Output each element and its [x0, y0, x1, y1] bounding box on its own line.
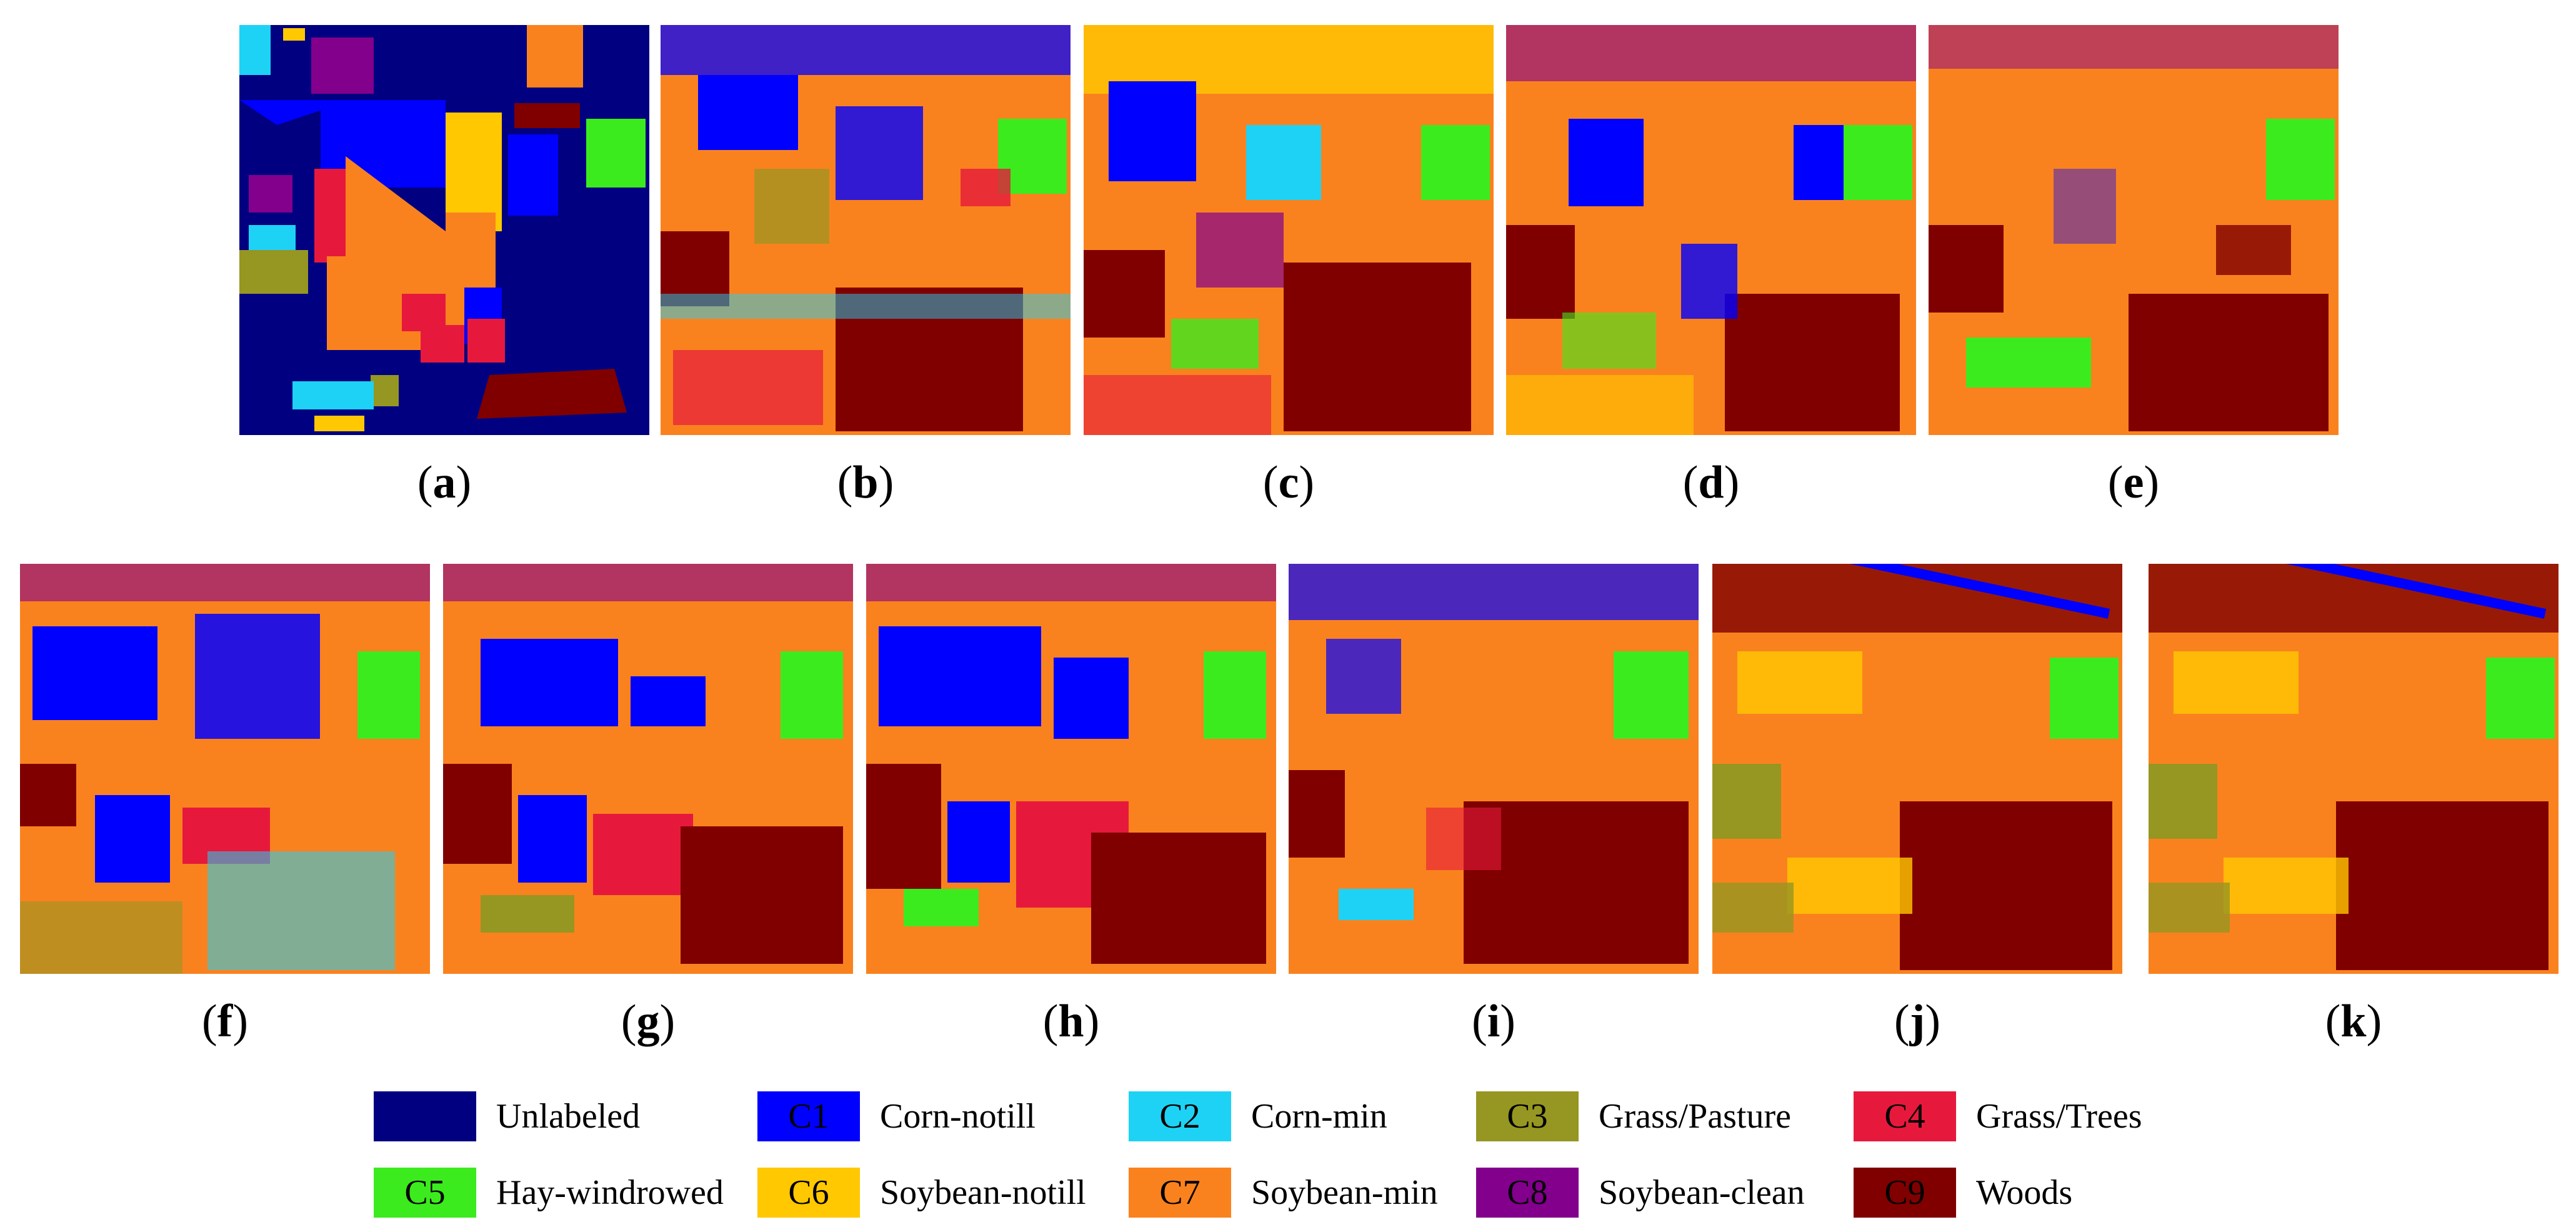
legend-label: Hay-windrowed — [496, 1173, 724, 1212]
ground-truth-map-a — [239, 25, 649, 435]
caption-e: (e) — [2107, 457, 2160, 508]
caption-c: (c) — [1262, 457, 1315, 508]
classification-map-image — [20, 564, 430, 974]
caption-letter: a — [432, 457, 456, 508]
legend-code: C3 — [1507, 1097, 1548, 1136]
legend-swatch: C9 — [1854, 1168, 1956, 1218]
legend-label: Corn-min — [1251, 1097, 1387, 1136]
legend-swatch: C1 — [757, 1091, 860, 1141]
classification-map-f — [20, 564, 430, 974]
legend-swatch — [374, 1091, 476, 1141]
classification-map-b — [661, 25, 1071, 435]
legend-code: C9 — [1884, 1173, 1925, 1212]
caption-letter: f — [217, 996, 233, 1047]
legend-label: Grass/Pasture — [1599, 1097, 1791, 1136]
caption-letter: j — [1909, 996, 1925, 1047]
classification-map-image — [1712, 564, 2122, 974]
legend-swatch: C3 — [1476, 1091, 1579, 1141]
classification-map-h — [866, 564, 1276, 974]
caption-letter: d — [1698, 457, 1724, 508]
legend-label: Soybean-notill — [880, 1173, 1086, 1212]
legend-code: C2 — [1159, 1097, 1201, 1136]
legend-swatch: C8 — [1476, 1168, 1579, 1218]
legend-code: C6 — [788, 1173, 829, 1212]
classification-map-image — [1929, 25, 2339, 435]
classification-map-e — [1929, 25, 2339, 435]
classification-map-image — [1289, 564, 1699, 974]
classification-map-image — [866, 564, 1276, 974]
caption-letter: h — [1058, 996, 1084, 1047]
classification-map-k — [2149, 564, 2559, 974]
classification-map-g — [443, 564, 853, 974]
legend-label: Woods — [1976, 1173, 2073, 1212]
legend-label: Corn-notill — [880, 1097, 1036, 1136]
caption-i: (i) — [1472, 996, 1515, 1047]
classification-map-c — [1084, 25, 1494, 435]
legend-label: Soybean-min — [1251, 1173, 1438, 1212]
caption-j: (j) — [1894, 996, 1940, 1047]
caption-letter: k — [2340, 996, 2367, 1047]
legend-label: Unlabeled — [496, 1097, 641, 1136]
caption-k: (k) — [2325, 996, 2382, 1047]
classification-map-i — [1289, 564, 1699, 974]
classification-map-image — [1506, 25, 1916, 435]
legend-code: C4 — [1884, 1097, 1925, 1136]
ground-truth-map-image — [239, 25, 649, 435]
caption-h: (h) — [1042, 996, 1100, 1047]
legend-code: C8 — [1507, 1173, 1548, 1212]
classification-map-image — [661, 25, 1071, 435]
legend-swatch: C5 — [374, 1168, 476, 1218]
classification-map-d — [1506, 25, 1916, 435]
legend-label: Soybean-clean — [1599, 1173, 1805, 1212]
caption-b: (b) — [837, 457, 894, 508]
classification-map-image — [2149, 564, 2559, 974]
legend-swatch: C4 — [1854, 1091, 1956, 1141]
caption-letter: g — [636, 996, 660, 1047]
legend-swatch: C7 — [1129, 1168, 1231, 1218]
caption-letter: c — [1278, 457, 1299, 508]
legend-label: Grass/Trees — [1976, 1097, 2142, 1136]
caption-f: (f) — [202, 996, 248, 1047]
legend-code: C7 — [1159, 1173, 1201, 1212]
caption-letter: e — [2123, 457, 2144, 508]
classification-map-image — [443, 564, 853, 974]
legend-swatch: C2 — [1129, 1091, 1231, 1141]
caption-d: (d) — [1682, 457, 1740, 508]
caption-letter: b — [852, 457, 879, 508]
caption-letter: i — [1487, 996, 1500, 1047]
legend-code: C5 — [404, 1173, 446, 1212]
caption-g: (g) — [621, 996, 676, 1047]
caption-a: (a) — [417, 457, 472, 508]
legend-code: C1 — [788, 1097, 829, 1136]
classification-map-image — [1084, 25, 1494, 435]
legend-swatch: C6 — [757, 1168, 860, 1218]
classification-map-j — [1712, 564, 2122, 974]
